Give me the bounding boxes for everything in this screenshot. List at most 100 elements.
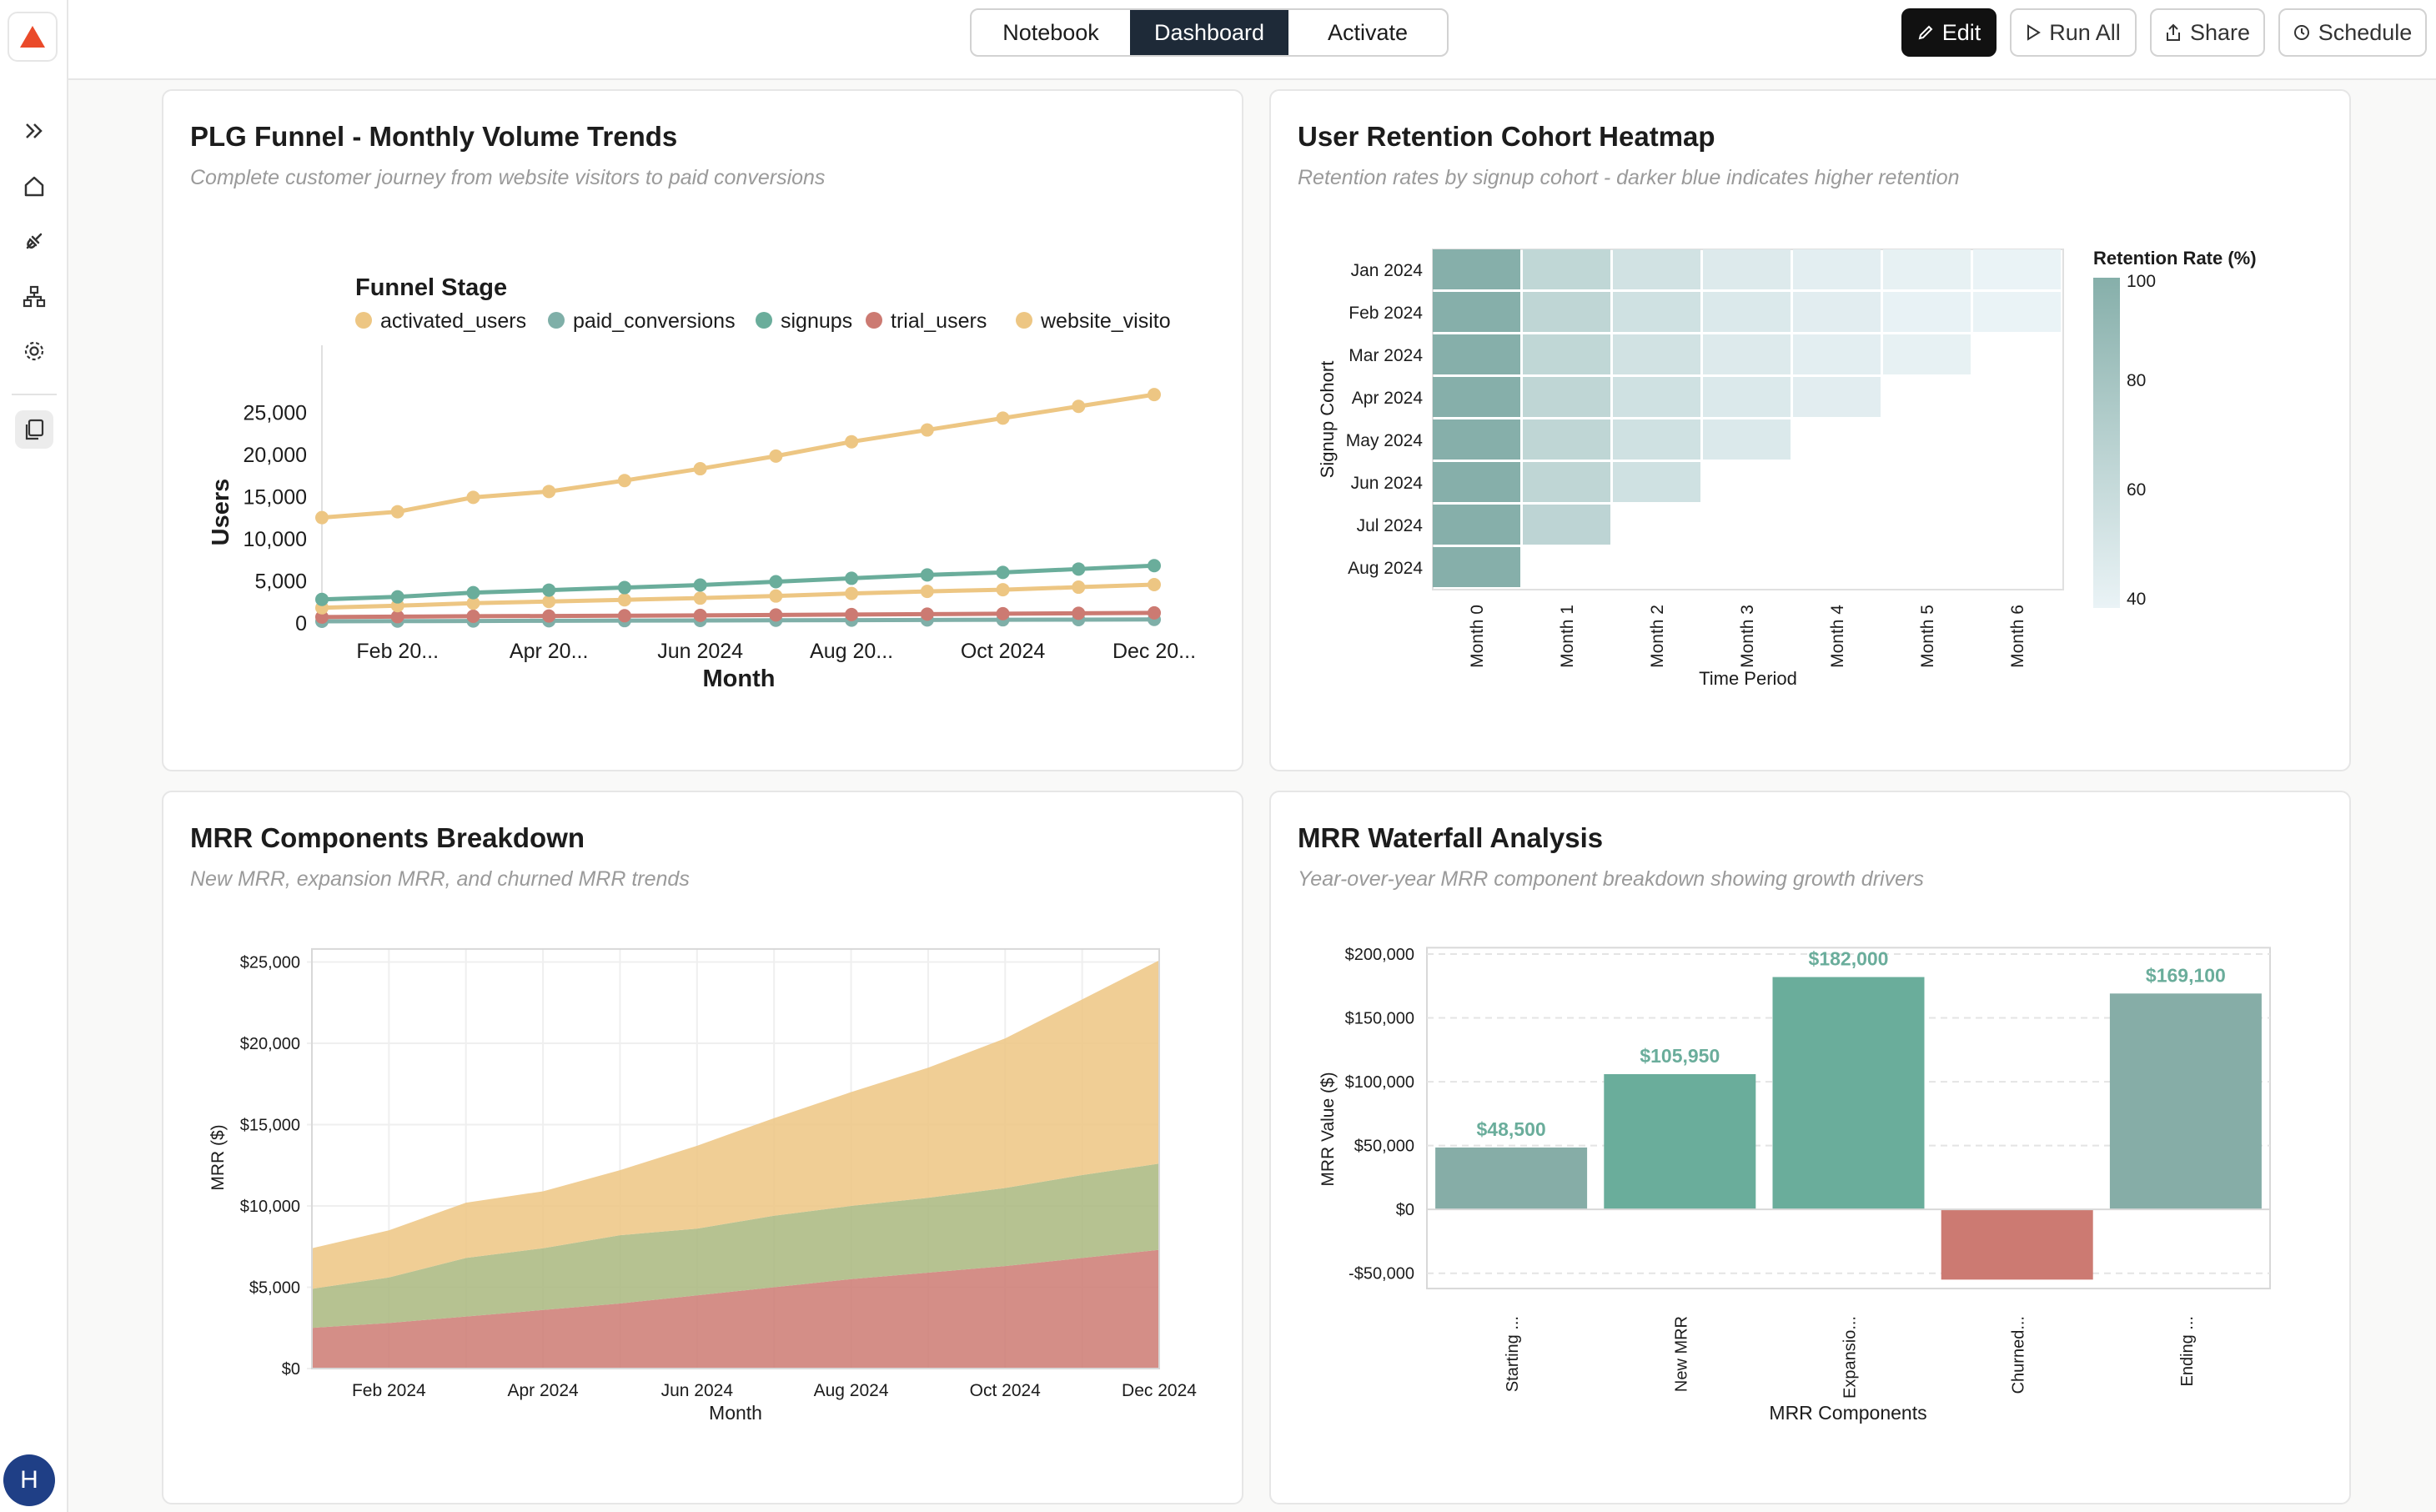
heatmap-cell: [1883, 249, 1971, 289]
x-tick-label: Aug 2024: [814, 1381, 889, 1400]
y-tick-label: 10,000: [244, 528, 307, 551]
data-point-signups: [1072, 562, 1086, 576]
area-expansion_mrr: [312, 1163, 1159, 1329]
x-tick-label: Oct 2024: [961, 640, 1046, 663]
area-new_mrr: [312, 960, 1159, 1289]
column-label: Month 6: [2008, 605, 2027, 668]
data-point-activated_users: [542, 595, 556, 609]
user-avatar[interactable]: H: [3, 1454, 55, 1506]
legend-swatch: [756, 312, 772, 329]
heatmap-cell: [1523, 334, 1610, 374]
column-label: Month 0: [1468, 605, 1487, 668]
y-tick-label: $50,000: [1354, 1138, 1414, 1156]
app-logo[interactable]: [8, 12, 58, 62]
home-icon[interactable]: [15, 167, 53, 205]
hierarchy-icon[interactable]: [15, 277, 53, 315]
tab-notebook[interactable]: Notebook: [1002, 19, 1099, 45]
expand-sidebar-icon[interactable]: [15, 112, 53, 150]
y-tick-label: $200,000: [1345, 946, 1414, 964]
y-tick-label: $150,000: [1345, 1010, 1414, 1028]
data-point-trial_users: [466, 609, 480, 623]
legend-title: Retention Rate (%): [2093, 248, 2257, 269]
data-point-activated_users: [1072, 580, 1086, 595]
data-point-website_visitors: [390, 505, 404, 519]
share-icon: [2166, 23, 2180, 41]
pages-icon[interactable]: [15, 410, 53, 449]
card-subtitle: New MRR, expansion MRR, and churned MRR …: [190, 867, 690, 891]
legend-label: trial_users: [891, 309, 987, 333]
x-tick-label: Dec 20...: [1113, 640, 1196, 663]
y-tick-label: 5,000: [254, 570, 307, 593]
area-churned_mrr: [312, 1249, 1159, 1369]
y-axis-title: Signup Cohort: [1317, 361, 1338, 479]
data-point-activated_users: [920, 585, 934, 599]
tab-dashboard[interactable]: Dashboard: [1130, 10, 1288, 55]
y-tick-label: $100,000: [1345, 1073, 1414, 1092]
data-point-activated_users: [996, 583, 1010, 597]
card-title: MRR Components Breakdown: [190, 822, 585, 853]
top-bar: Notebook Dashboard Activate Edit Run All…: [68, 0, 2436, 80]
column-label: Month 1: [1558, 605, 1577, 668]
heatmap-cell: [1523, 462, 1610, 502]
data-point-website_visitors: [315, 510, 329, 525]
x-tick-label: Feb 20...: [356, 640, 439, 663]
bar-4: [2109, 993, 2262, 1210]
heatmap-cell: [1703, 377, 1791, 417]
data-point-signups: [617, 580, 631, 595]
run-all-button[interactable]: Run All: [2010, 8, 2137, 57]
column-label: Month 3: [1738, 605, 1757, 668]
series-line-trial_users: [321, 610, 1155, 620]
heatmap-cell: [1523, 292, 1610, 332]
x-tick-label: Apr 20...: [510, 640, 589, 663]
data-point-website_visitors: [1072, 399, 1086, 414]
series-line-activated_users: [321, 582, 1155, 610]
heatmap-cell: [1793, 334, 1881, 374]
heatmap-cell: [1703, 419, 1791, 460]
settings-gear-icon[interactable]: [15, 332, 53, 370]
data-point-trial_users: [1072, 606, 1086, 620]
plug-icon[interactable]: [15, 222, 53, 260]
y-tick-label: 20,000: [244, 444, 307, 467]
data-point-activated_users: [845, 586, 859, 600]
data-point-trial_users: [693, 608, 707, 622]
schedule-button[interactable]: Schedule: [2278, 8, 2427, 57]
card-subtitle: Retention rates by signup cohort - darke…: [1298, 166, 1960, 189]
sidebar: H: [0, 0, 68, 1512]
data-point-trial_users: [996, 606, 1010, 620]
heatmap-cell: [1613, 377, 1700, 417]
card-title: MRR Waterfall Analysis: [1298, 822, 1604, 853]
heatmap-cell: [1973, 249, 2061, 289]
data-point-signups: [315, 592, 329, 606]
edit-button[interactable]: Edit: [1901, 8, 1997, 57]
y-tick-label: -$50,000: [1349, 1265, 1414, 1283]
bar-1: [1604, 1073, 1756, 1210]
data-point-website_visitors: [1148, 388, 1161, 402]
bar-value-label: $105,950: [1640, 1045, 1720, 1067]
data-point-signups: [1148, 559, 1161, 573]
data-point-activated_users: [769, 589, 783, 603]
card-title: User Retention Cohort Heatmap: [1298, 121, 1715, 152]
data-point-trial_users: [920, 607, 934, 621]
bar-value-label: $182,000: [1809, 948, 1889, 970]
card-subtitle: Year-over-year MRR component breakdown s…: [1298, 867, 1924, 891]
y-tick-label: 0: [295, 612, 307, 635]
x-tick-label: Churned...: [2010, 1316, 2028, 1394]
heatmap-cell: [1433, 249, 1520, 289]
data-point-website_visitors: [617, 474, 631, 488]
row-label: Jan 2024: [1351, 261, 1424, 280]
sidebar-divider: [12, 394, 57, 395]
legend-swatch: [355, 312, 372, 329]
run-all-label: Run All: [2049, 19, 2121, 45]
heatmap-cell: [1433, 547, 1520, 587]
view-switcher: Notebook Dashboard Activate: [970, 8, 1449, 57]
bar-2: [1772, 977, 1925, 1210]
heatmap-cell: [1793, 377, 1881, 417]
x-tick-label: Feb 2024: [352, 1381, 426, 1400]
mrr-chart-card: MRR Components Breakdown New MRR, expans…: [162, 791, 1243, 1504]
data-point-activated_users: [466, 596, 480, 610]
tab-activate[interactable]: Activate: [1327, 19, 1409, 45]
heatmap-cell: [1523, 249, 1610, 289]
legend-title: Funnel Stage: [355, 274, 507, 301]
share-button[interactable]: Share: [2150, 8, 2265, 57]
heatmap-cell: [1973, 292, 2061, 332]
